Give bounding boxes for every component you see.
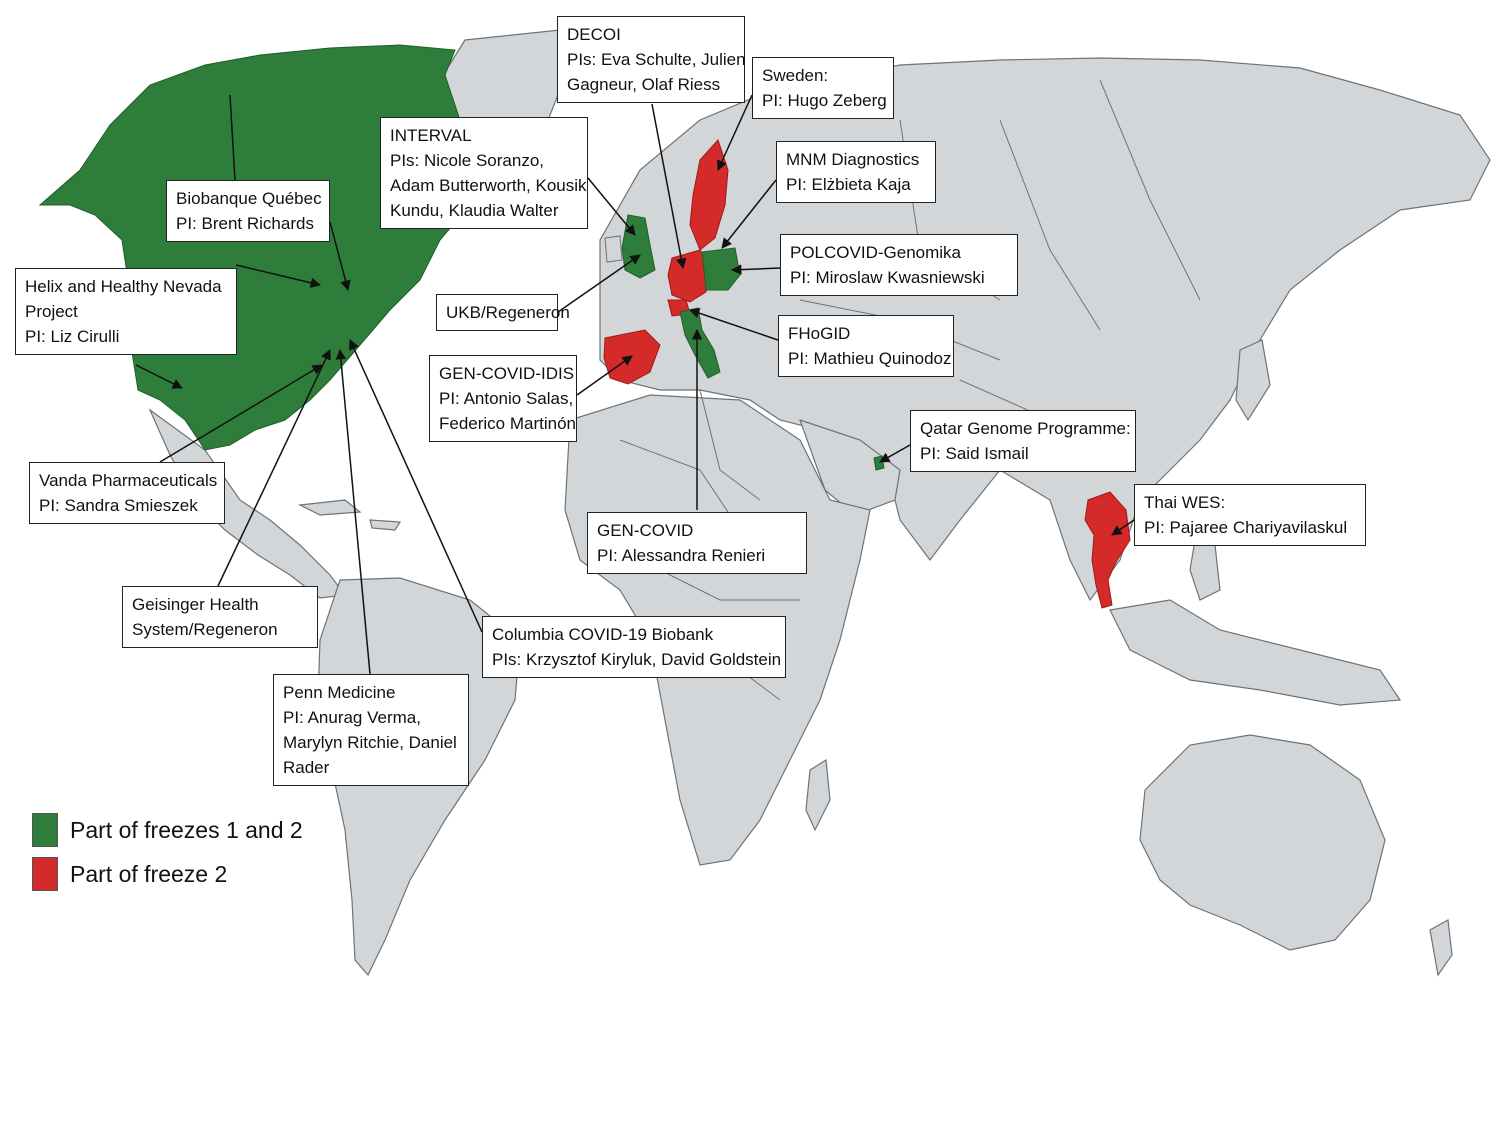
callout-title: Qatar Genome Programme: bbox=[920, 419, 1131, 438]
legend-label: Part of freeze 2 bbox=[70, 860, 228, 887]
callout-title: Helix and Healthy Nevada bbox=[25, 277, 222, 296]
callout-ukb-regeneron: UKB/Regeneron bbox=[436, 294, 570, 331]
callout-pi: PI: Miroslaw Kwasniewski bbox=[790, 268, 985, 287]
leader-decoi bbox=[651, 103, 687, 270]
japan bbox=[1235, 339, 1271, 422]
callout-sweden: Sweden: PI: Hugo Zeberg bbox=[752, 57, 894, 119]
callout-pi-3: Rader bbox=[283, 758, 330, 777]
leader-helix-2 bbox=[235, 264, 322, 288]
callout-pi: PIs: Krzysztof Kiryluk, David Goldstein bbox=[492, 650, 782, 669]
callout-pi: PI: Pajaree Chariyavilaskul bbox=[1144, 518, 1348, 537]
callout-geisinger: Geisinger Health System/Regeneron bbox=[122, 586, 318, 648]
callout-pi: PI: Brent Richards bbox=[176, 214, 314, 233]
madagascar bbox=[805, 758, 831, 832]
callout-pi-3: Kundu, Klaudia Walter bbox=[390, 201, 559, 220]
leader-lines bbox=[135, 94, 1135, 675]
callout-fhogid: FHoGID PI: Mathieu Quinodoz bbox=[778, 315, 954, 377]
callout-pi: PI: Sandra Smieszek bbox=[39, 496, 198, 515]
callout-pi: PI: Elżbieta Kaja bbox=[786, 175, 911, 194]
leader-mnm bbox=[721, 179, 777, 249]
callout-interval: INTERVAL PIs: Nicole Soranzo, Adam Butte… bbox=[380, 117, 588, 229]
callout-title: UKB/Regeneron bbox=[446, 303, 570, 322]
callout-pi: PI: Mathieu Quinodoz bbox=[788, 349, 952, 368]
callout-pi-2: Federico Martinón bbox=[439, 414, 577, 433]
leader-ukb bbox=[557, 254, 641, 313]
callout-pi-2: Gagneur, Olaf Riess bbox=[567, 75, 721, 94]
callout-mnm-diagnostics: MNM Diagnostics PI: Elżbieta Kaja bbox=[776, 141, 936, 203]
legend-label: Part of freezes 1 and 2 bbox=[70, 816, 303, 843]
callout-title: Vanda Pharmaceuticals bbox=[39, 471, 218, 490]
leader-thai bbox=[1111, 519, 1135, 536]
callout-title: Penn Medicine bbox=[283, 683, 396, 702]
poland bbox=[701, 247, 741, 291]
leader-penn bbox=[335, 348, 371, 675]
leader-polcovid bbox=[730, 264, 781, 275]
callout-title: Columbia COVID-19 Biobank bbox=[492, 625, 714, 644]
legend: Part of freezes 1 and 2 Part of freeze 2 bbox=[32, 808, 303, 896]
callout-pi-2: Adam Butterworth, Kousik bbox=[390, 176, 587, 195]
callout-columbia: Columbia COVID-19 Biobank PIs: Krzysztof… bbox=[482, 616, 786, 678]
callout-qatar: Qatar Genome Programme: PI: Said Ismail bbox=[910, 410, 1136, 472]
callout-polcovid: POLCOVID-Genomika PI: Miroslaw Kwasniews… bbox=[780, 234, 1018, 296]
legend-swatch-green bbox=[32, 813, 58, 847]
caribbean-islands bbox=[297, 499, 402, 531]
callout-title: Geisinger Health bbox=[132, 595, 259, 614]
legend-swatch-red bbox=[32, 857, 58, 891]
callout-gen-covid-idis: GEN-COVID-IDIS PI: Antonio Salas, Federi… bbox=[429, 355, 577, 442]
callout-title: INTERVAL bbox=[390, 126, 472, 145]
callout-pi: PI: Alessandra Renieri bbox=[597, 546, 766, 565]
leader-geisinger bbox=[217, 349, 331, 587]
callout-title-2: Project bbox=[25, 302, 78, 321]
callout-penn-medicine: Penn Medicine PI: Anurag Verma, Marylyn … bbox=[273, 674, 469, 786]
callout-title: Biobanque Québec bbox=[176, 189, 322, 208]
callout-title: POLCOVID-Genomika bbox=[790, 243, 961, 262]
callout-pi: PIs: Eva Schulte, Julien bbox=[567, 50, 746, 69]
leader-qatar bbox=[879, 444, 911, 463]
callout-title: FHoGID bbox=[788, 324, 851, 343]
australia bbox=[1139, 734, 1386, 951]
leader-interval bbox=[587, 177, 636, 236]
callout-pi: PI: Antonio Salas, bbox=[439, 389, 574, 408]
philippines bbox=[1189, 539, 1221, 601]
legend-item-freeze-2: Part of freeze 2 bbox=[32, 852, 303, 896]
callout-biobanque-quebec: Biobanque Québec PI: Brent Richards bbox=[166, 180, 330, 242]
leader-biobanque bbox=[229, 94, 236, 181]
callout-title: GEN-COVID-IDIS bbox=[439, 364, 575, 383]
leader-vanda bbox=[159, 364, 323, 463]
qatar bbox=[873, 455, 885, 471]
callout-thai-wes: Thai WES: PI: Pajaree Chariyavilaskul bbox=[1134, 484, 1366, 546]
callout-pi: PI: Hugo Zeberg bbox=[762, 91, 887, 110]
maritime-southeast-asia bbox=[1109, 599, 1402, 706]
thailand bbox=[1084, 491, 1131, 609]
callout-pi: PIs: Nicole Soranzo, bbox=[390, 151, 545, 170]
leader-fhogid bbox=[689, 308, 779, 341]
callout-pi: PI: Said Ismail bbox=[920, 444, 1029, 463]
north-america-region bbox=[38, 44, 471, 451]
leader-columbia bbox=[349, 339, 483, 633]
callout-vanda: Vanda Pharmaceuticals PI: Sandra Smiesze… bbox=[29, 462, 225, 524]
callout-helix: Helix and Healthy Nevada Project PI: Liz… bbox=[15, 268, 237, 355]
leader-sweden bbox=[717, 94, 753, 171]
ireland bbox=[604, 235, 623, 263]
callout-title: DECOI bbox=[567, 25, 621, 44]
callout-pi: PI: Anurag Verma, bbox=[283, 708, 421, 727]
callout-title: GEN-COVID bbox=[597, 521, 694, 540]
callout-title: Sweden: bbox=[762, 66, 829, 85]
leader-biobanque-2 bbox=[329, 221, 351, 292]
new-zealand bbox=[1429, 919, 1453, 977]
legend-item-freezes-1-2: Part of freezes 1 and 2 bbox=[32, 808, 303, 852]
leader-helix bbox=[135, 364, 183, 389]
leader-gen-covid-idis bbox=[576, 355, 633, 396]
callout-gen-covid: GEN-COVID PI: Alessandra Renieri bbox=[587, 512, 807, 574]
callout-pi-2: Marylyn Ritchie, Daniel bbox=[283, 733, 457, 752]
callout-decoi: DECOI PIs: Eva Schulte, Julien Gagneur, … bbox=[557, 16, 746, 103]
callout-pi: PI: Liz Cirulli bbox=[25, 327, 120, 346]
callout-title: Thai WES: bbox=[1144, 493, 1226, 512]
callout-title-2: System/Regeneron bbox=[132, 620, 278, 639]
callout-title: MNM Diagnostics bbox=[786, 150, 920, 169]
